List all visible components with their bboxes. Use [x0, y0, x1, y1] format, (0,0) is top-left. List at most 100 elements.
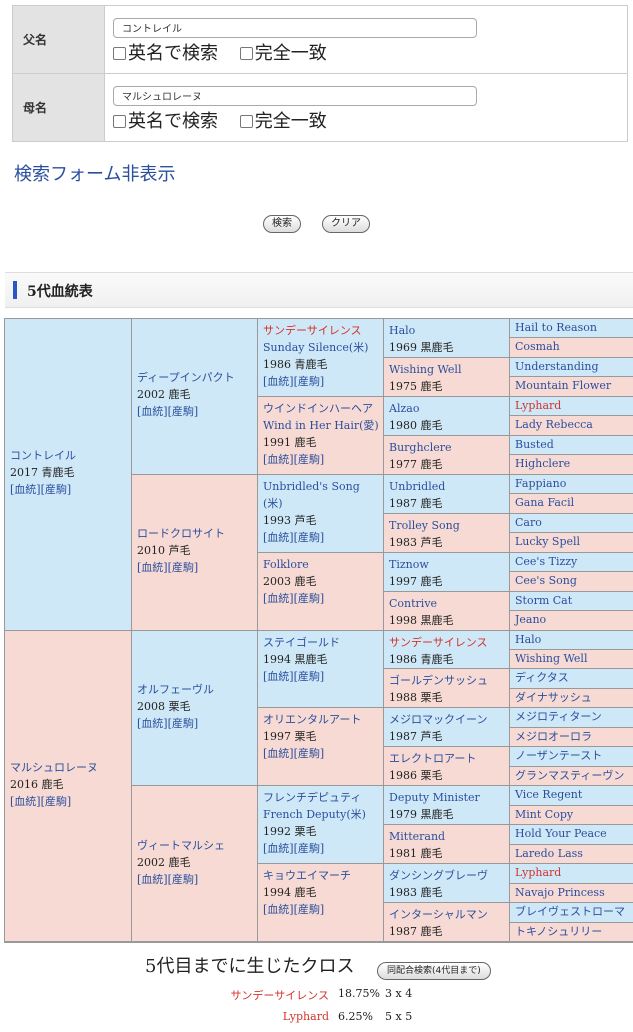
pedigree-link[interactable]: [血統] — [137, 405, 168, 419]
horse-name-link[interactable]: インターシャルマン — [389, 908, 488, 922]
horse-name-link[interactable]: Mitterand — [389, 830, 446, 844]
horse-name-link[interactable]: Storm Cat — [515, 593, 573, 607]
horse-name-link[interactable]: ゴールデンサッシュ — [389, 674, 488, 688]
clear-button[interactable]: クリア — [322, 215, 371, 233]
horse-name-link[interactable]: グランマスティーヴンス — [515, 768, 625, 785]
horse-name-link[interactable]: Tiznow — [389, 557, 429, 571]
horse-name-link[interactable]: エレクトロアート — [389, 752, 477, 766]
foals-link[interactable]: [産駒] — [167, 561, 199, 575]
foals-link[interactable]: [産駒] — [40, 483, 72, 497]
horse-name-link[interactable]: ディープインパクト — [137, 371, 235, 385]
foals-link[interactable]: [産駒] — [293, 669, 325, 683]
foals-link[interactable]: [産駒] — [40, 794, 72, 808]
horse-name-link[interactable]: Lucky Spell — [515, 535, 581, 549]
horse-name-link[interactable]: Laredo Lass — [515, 846, 583, 860]
horse-name-link[interactable]: ダンシングブレーヴ — [389, 869, 488, 883]
pedigree-link[interactable]: [血統] — [263, 669, 294, 683]
horse-name-link[interactable]: メジロオーロラ — [515, 729, 592, 743]
horse-english-name-link[interactable]: Sunday Silence(米) — [263, 341, 369, 354]
horse-name-link[interactable]: キョウエイマーチ — [263, 869, 351, 883]
sire-name-input[interactable] — [113, 17, 477, 38]
horse-name-link[interactable]: メジロティターン — [515, 710, 602, 724]
checkbox-icon[interactable] — [113, 114, 126, 128]
horse-name-link[interactable]: Mountain Flower — [515, 379, 612, 393]
horse-name-link[interactable]: ダイナサッシュ — [515, 690, 592, 704]
cross-horse-link[interactable]: サンデーサイレンス — [230, 989, 329, 1002]
horse-english-name-link[interactable]: (米) — [263, 496, 283, 510]
horse-name-link[interactable]: Navajo Princess — [515, 885, 605, 899]
horse-name-link[interactable]: Cee's Song — [515, 574, 577, 588]
horse-name-link[interactable]: Alzao — [389, 401, 420, 415]
horse-name-link[interactable]: フレンチデピュティ — [263, 791, 362, 805]
pedigree-link[interactable]: [血統] — [10, 483, 41, 497]
horse-name-link[interactable]: Wishing Well — [515, 651, 588, 665]
same-cross-search-button[interactable]: 同配合検索(4代目まで) — [377, 962, 491, 980]
foals-link[interactable]: [産駒] — [293, 452, 325, 466]
horse-english-name-link[interactable]: Wind in Her Hair(愛) — [263, 418, 379, 432]
horse-name-link[interactable]: Unbridled — [389, 479, 446, 493]
horse-name-link[interactable]: ロードクロサイト — [137, 527, 225, 541]
horse-name-link[interactable]: Vice Regent — [515, 788, 583, 802]
horse-name-link[interactable]: Cee's Tizzy — [515, 554, 578, 568]
foals-link[interactable]: [産駒] — [293, 530, 325, 544]
pedigree-link[interactable]: [血統] — [263, 903, 294, 917]
pedigree-link[interactable]: [血統] — [263, 452, 294, 466]
pedigree-link[interactable]: [血統] — [263, 591, 294, 605]
horse-name-link[interactable]: Lyphard — [515, 398, 562, 412]
pedigree-link[interactable]: [血統] — [137, 872, 168, 886]
foals-link[interactable]: [産駒] — [293, 375, 325, 388]
checkbox-icon[interactable] — [239, 46, 253, 60]
horse-name-link[interactable]: サンデーサイレンス — [263, 324, 362, 337]
horse-name-link[interactable]: Unbridled's Song — [263, 479, 360, 493]
horse-name-link[interactable]: Understanding — [515, 359, 599, 373]
horse-english-name-link[interactable]: French Deputy(米) — [263, 808, 366, 822]
horse-name-link[interactable]: コントレイル — [10, 449, 76, 463]
pedigree-link[interactable]: [血統] — [263, 375, 294, 388]
horse-name-link[interactable]: Cosmah — [515, 340, 560, 354]
pedigree-link[interactable]: [血統] — [263, 842, 294, 856]
horse-name-link[interactable]: サンデーサイレンス — [389, 635, 488, 649]
pedigree-link[interactable]: [血統] — [10, 794, 41, 808]
foals-link[interactable]: [産駒] — [167, 872, 199, 886]
horse-name-link[interactable]: Gana Facil — [515, 496, 575, 510]
dam-name-input[interactable] — [113, 85, 477, 106]
checkbox-icon[interactable] — [239, 114, 253, 128]
pedigree-link[interactable]: [血統] — [263, 747, 294, 761]
horse-name-link[interactable]: Lady Rebecca — [515, 418, 593, 432]
pedigree-link[interactable]: [血統] — [137, 561, 168, 575]
horse-name-link[interactable]: Halo — [389, 324, 416, 337]
horse-name-link[interactable]: Fappiano — [515, 476, 567, 490]
horse-name-link[interactable]: オルフェーヴル — [137, 682, 214, 696]
horse-name-link[interactable]: ディクタス — [515, 671, 569, 685]
sire-english-option[interactable]: 英名で検索 — [113, 43, 218, 64]
horse-name-link[interactable]: ヴィートマルシェ — [137, 838, 225, 852]
horse-name-link[interactable]: マルシュロレーヌ — [10, 760, 98, 774]
foals-link[interactable]: [産駒] — [293, 747, 325, 761]
horse-name-link[interactable]: Folklore — [263, 557, 309, 571]
foals-link[interactable]: [産駒] — [293, 591, 325, 605]
horse-name-link[interactable]: Burghclere — [389, 440, 452, 454]
horse-name-link[interactable]: Lyphard — [515, 866, 562, 880]
foals-link[interactable]: [産駒] — [293, 903, 325, 917]
pedigree-link[interactable]: [血統] — [137, 716, 168, 730]
horse-name-link[interactable]: Caro — [515, 515, 542, 529]
foals-link[interactable]: [産駒] — [167, 405, 199, 419]
horse-name-link[interactable]: オリエンタルアート — [263, 713, 362, 727]
checkbox-icon[interactable] — [113, 46, 126, 60]
horse-name-link[interactable]: Hail to Reason — [515, 321, 597, 334]
horse-name-link[interactable]: Highclere — [515, 457, 571, 471]
horse-name-link[interactable]: トキノシュリリー — [515, 924, 603, 938]
search-button[interactable]: 検索 — [262, 215, 301, 233]
horse-name-link[interactable]: ノーザンテースト — [515, 749, 603, 763]
sire-exact-option[interactable]: 完全一致 — [239, 43, 327, 64]
horse-name-link[interactable]: メジロマックイーン — [389, 713, 488, 727]
horse-name-link[interactable]: Jeano — [515, 613, 547, 627]
horse-name-link[interactable]: Deputy Minister — [389, 791, 480, 805]
horse-name-link[interactable]: Busted — [515, 437, 554, 451]
horse-name-link[interactable]: Halo — [515, 632, 542, 646]
pedigree-link[interactable]: [血統] — [263, 530, 294, 544]
cross-horse-link[interactable]: Lyphard — [282, 1010, 329, 1023]
foals-link[interactable]: [産駒] — [293, 842, 325, 856]
hide-search-form-link[interactable]: 検索フォーム非表示 — [14, 164, 176, 185]
dam-exact-option[interactable]: 完全一致 — [239, 111, 327, 132]
